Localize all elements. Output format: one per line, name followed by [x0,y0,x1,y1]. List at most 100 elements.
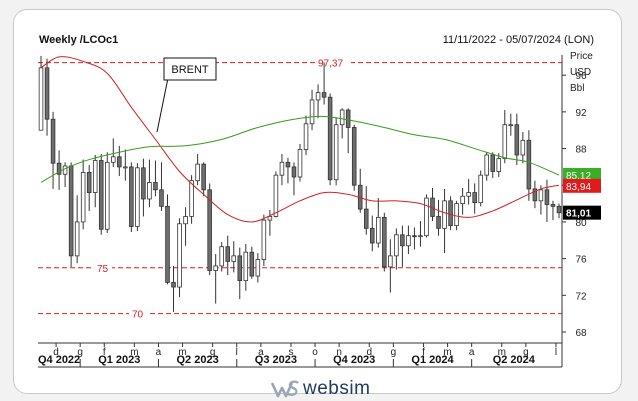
candle-body [285,161,291,168]
candle [153,160,158,197]
x-month-label: m [178,347,186,358]
candle [56,150,62,190]
candle [135,163,140,232]
candle-body [436,216,441,229]
candle [86,165,92,211]
moving-average-red [40,56,560,223]
candle-body [363,208,369,229]
candle [514,113,520,166]
x-month-label: f [422,347,425,358]
candle [273,171,279,218]
candle-body [189,180,194,217]
candle-body [550,204,556,207]
candle [92,154,98,208]
candle [98,154,104,235]
websim-logo-icon [270,380,299,398]
candle [243,243,249,291]
level-label: 75 [97,264,109,275]
candle-body [225,246,230,262]
candle [213,254,218,304]
candle [357,168,363,213]
x-month-label: m [443,347,451,358]
candle-body [153,182,158,191]
candle [147,159,152,208]
x-quarter-label: Q3 2023 [255,354,297,366]
price-tag-bg [563,205,601,220]
y-tick-label: 68 [575,328,587,339]
candle [424,194,429,238]
price-tag-bg [563,167,601,182]
candle-body [50,118,56,164]
price-tag-label: 85,12 [566,171,591,182]
candle [231,241,237,273]
candle [117,145,122,177]
candle-body [556,205,562,214]
candle [303,115,309,155]
candle-body [201,163,206,191]
candle-body [38,67,44,131]
candle [363,186,369,235]
x-quarter-label: Q4 2022 [38,354,80,366]
candle [532,180,538,209]
candle-body [532,188,538,202]
candle-body [147,182,152,200]
candle-body [56,162,62,175]
candle-body [442,200,447,229]
candle-body [195,163,200,182]
candle-body [508,124,514,127]
candle [520,132,526,164]
candle-body [376,216,381,244]
chart-title: Weekly /LCOc1 [39,34,119,46]
candle-body [339,109,345,126]
candle-body [104,161,110,230]
candle-body [273,174,279,217]
x-quarter-label: Q1 2023 [98,354,140,366]
candle-body [496,158,502,172]
price-tag-label: 81,01 [566,209,591,220]
candle-body [424,197,429,237]
candle-body [303,123,309,150]
x-month-label: s [288,347,293,358]
candle-body [44,67,50,120]
level-label: 97,37 [318,59,343,70]
candle-body [207,189,212,271]
x-quarter-label: Q1 2024 [411,354,454,366]
price-tag-green: 85,12 [563,167,601,182]
x-month-label: a [469,347,475,358]
candle-body [333,124,339,181]
candle-body [345,109,351,128]
candle [195,154,200,186]
candle [526,130,532,201]
candle [68,162,74,267]
candle [171,265,176,312]
date-range: 11/11/2022 - 05/07/2024 (LON) [442,34,594,46]
candle [339,108,345,139]
candle [394,228,399,270]
candle-body [123,166,128,169]
candle-body [62,165,68,175]
level-label-bg [129,307,147,320]
candle-body [388,255,393,268]
candle [207,183,212,276]
candle [544,179,550,222]
x-month-label: n [336,347,342,358]
annotation-label: BRENT [171,64,209,76]
candle-body [92,160,98,193]
candle-body [183,216,188,225]
candle [345,108,351,154]
candle [321,62,327,105]
candle-body [382,216,387,268]
candle [177,218,182,298]
x-month-label: o [312,347,318,358]
candle [333,117,339,186]
candle [285,157,291,184]
candle-body [261,219,267,260]
annotation-pointer [156,77,169,133]
price-tag-label: 83,94 [566,182,591,193]
candle [249,246,255,279]
candle [388,239,393,293]
candle [556,203,562,219]
candle-body [86,172,92,193]
x-quarter-label: Q2 2024 [493,354,536,366]
y-axis-label: Bbl [570,83,584,94]
